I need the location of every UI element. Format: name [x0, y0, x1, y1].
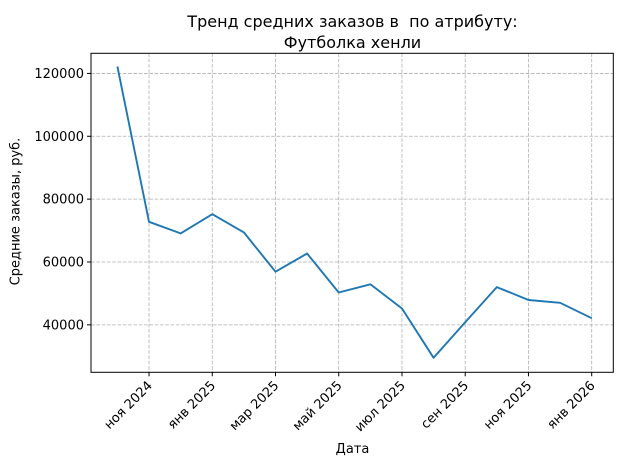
x-tick-label: июл 2025	[352, 379, 409, 436]
x-tick-labels: ноя 2024 янв 2025 мар 2025 май 2025 июл 2025…	[102, 379, 599, 436]
y-tick-labels: 40000 60000 80000 100000 120000	[34, 67, 84, 333]
trend-line	[116, 66, 593, 359]
x-tick-label: ноя 2025	[481, 379, 535, 433]
y-tick-label: 40000	[43, 318, 84, 333]
y-tick-label: 120000	[34, 67, 84, 82]
chart-title-line2: Футболка хенли	[283, 33, 422, 52]
y-tick-label: 80000	[43, 193, 84, 208]
x-tick-label: янв 2026	[545, 379, 599, 433]
x-tick-label: май 2025	[290, 379, 345, 434]
chart-title-line1: Тренд средних заказов в по атрибуту:	[187, 12, 518, 31]
chart-title: Тренд средних заказов в по атрибуту: Фут…	[91, 11, 614, 53]
y-tick-label: 100000	[34, 130, 84, 145]
axis-ticks	[87, 72, 593, 377]
plot-frame	[90, 52, 614, 373]
x-tick-label: янв 2025	[165, 379, 219, 433]
x-tick-label: ноя 2024	[102, 379, 156, 433]
x-axis-label: Дата	[335, 442, 370, 457]
x-tick-label: мар 2025	[227, 379, 282, 434]
x-tick-label: сен 2025	[418, 379, 472, 433]
y-tick-label: 60000	[43, 255, 84, 270]
gridlines	[91, 53, 614, 373]
